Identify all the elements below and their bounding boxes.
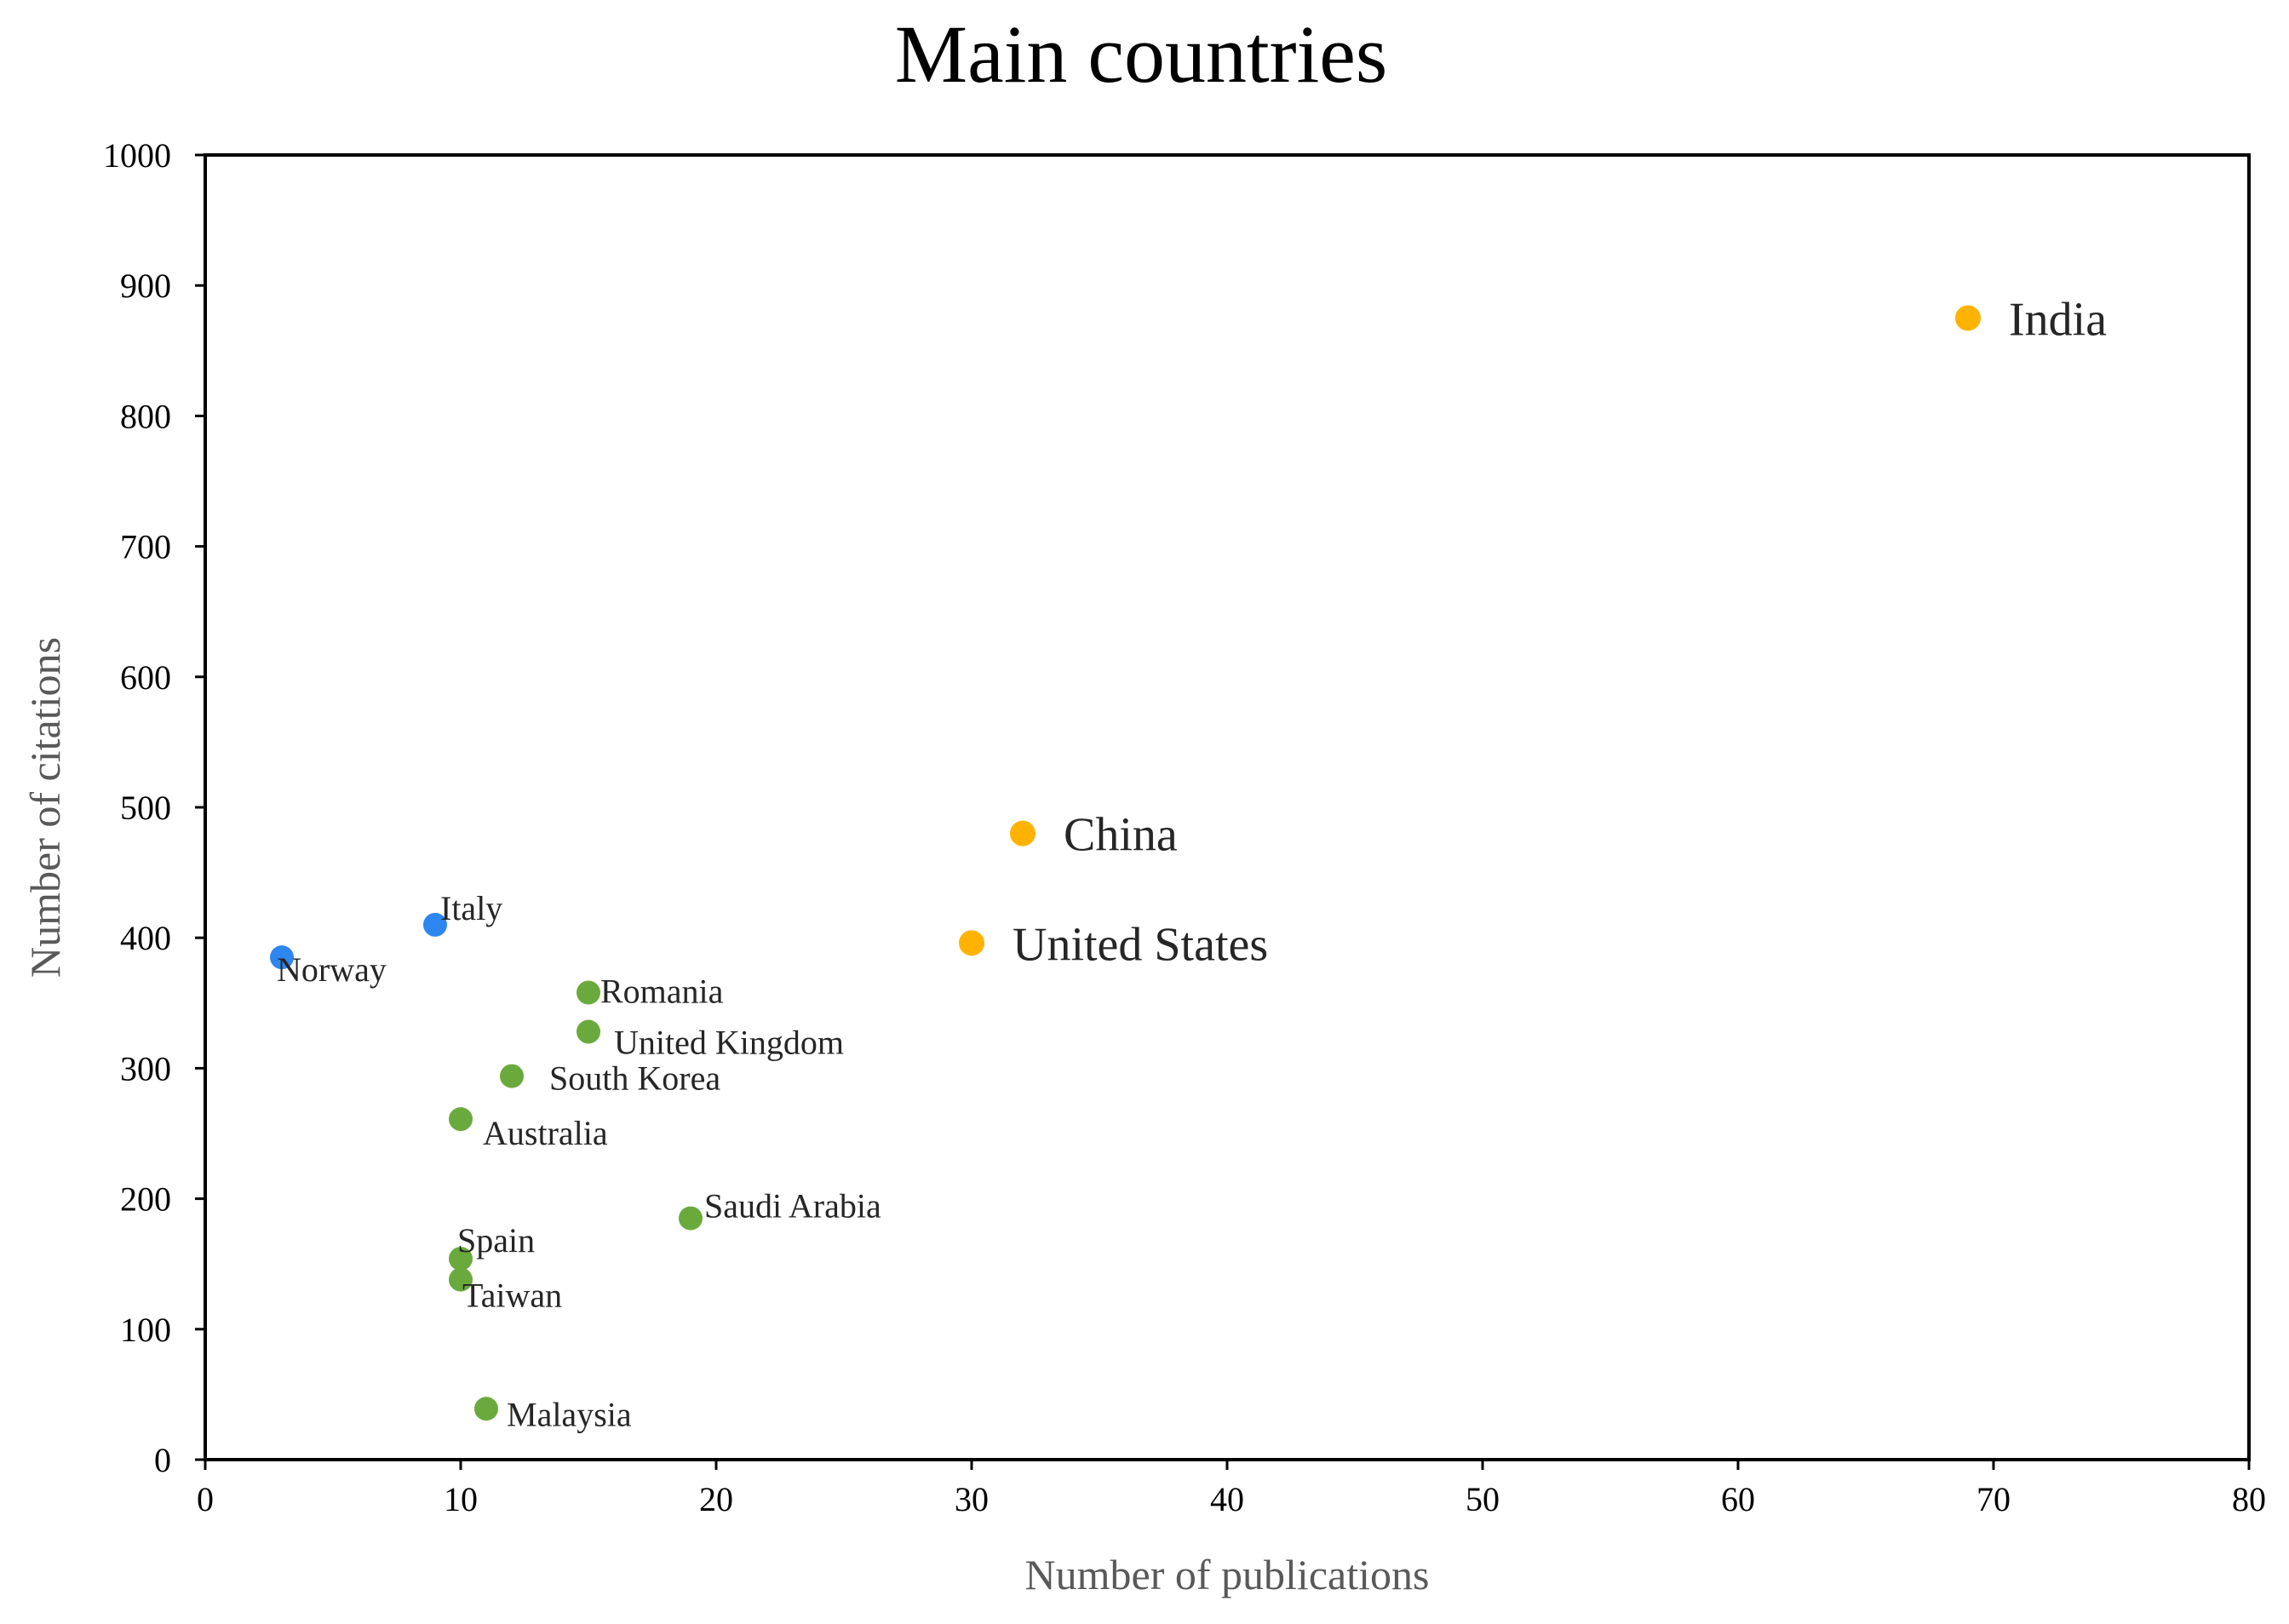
data-point-label: Australia xyxy=(483,1114,608,1152)
data-point-label: United States xyxy=(1013,918,1268,971)
data-point xyxy=(679,1206,703,1231)
data-point-label: Malaysia xyxy=(507,1395,632,1433)
data-point xyxy=(959,930,984,956)
x-tick-label: 80 xyxy=(2232,1480,2266,1518)
data-point xyxy=(423,912,447,937)
x-tick-label: 40 xyxy=(1210,1480,1244,1518)
data-point-label: India xyxy=(2009,294,2107,347)
data-point xyxy=(500,1064,524,1088)
data-point-label: South Korea xyxy=(549,1059,720,1098)
y-tick-label: 300 xyxy=(120,1049,171,1087)
chart-title: Main countries xyxy=(895,9,1388,100)
y-tick-label: 0 xyxy=(154,1441,171,1479)
y-tick-label: 900 xyxy=(120,267,171,305)
x-tick-label: 70 xyxy=(1976,1480,2011,1518)
data-point-label: Italy xyxy=(440,889,502,927)
y-tick-label: 400 xyxy=(120,919,171,957)
x-tick-label: 20 xyxy=(699,1480,733,1518)
data-point-label: Taiwan xyxy=(462,1277,562,1315)
data-point xyxy=(449,1247,473,1271)
y-axis-ticks: 0 100 200 300 400 500 600 700 800 900 1000 xyxy=(103,136,205,1479)
x-tick-label: 30 xyxy=(955,1480,989,1518)
x-axis-ticks: 0 10 20 30 40 50 60 70 80 xyxy=(197,1460,2266,1518)
data-point xyxy=(577,1019,600,1044)
y-tick-label: 100 xyxy=(120,1311,171,1349)
x-axis-title: Number of publications xyxy=(1025,1551,1430,1598)
data-point xyxy=(270,945,294,970)
data-point xyxy=(449,1107,473,1132)
data-point-label: Spain xyxy=(457,1221,535,1260)
data-point xyxy=(449,1267,473,1292)
data-point xyxy=(577,980,600,1005)
x-tick-label: 60 xyxy=(1721,1480,1755,1518)
data-point xyxy=(1955,305,1981,331)
y-tick-label: 700 xyxy=(120,528,171,566)
data-points xyxy=(270,305,1981,1421)
plot-area-frame xyxy=(204,153,2251,1461)
data-point-label: China xyxy=(1064,809,1178,862)
y-tick-label: 600 xyxy=(120,658,171,697)
data-point-label: Romania xyxy=(600,973,724,1011)
y-tick-label: 500 xyxy=(120,789,171,827)
y-tick-label: 200 xyxy=(120,1180,171,1219)
data-point-labels: India China United States Italy Norway Romani… xyxy=(277,294,2107,1434)
data-point-label: United Kingdom xyxy=(614,1024,844,1062)
y-axis-title: Number of citations xyxy=(21,637,69,978)
data-point xyxy=(474,1397,498,1421)
x-tick-label: 10 xyxy=(444,1480,478,1518)
y-tick-label: 1000 xyxy=(103,136,171,175)
data-point-label: Saudi Arabia xyxy=(704,1187,881,1225)
y-tick-label: 800 xyxy=(120,397,171,435)
x-tick-label: 0 xyxy=(197,1480,214,1518)
x-tick-label: 50 xyxy=(1466,1480,1500,1518)
data-point xyxy=(1010,820,1036,846)
data-point-label: Norway xyxy=(277,950,387,989)
